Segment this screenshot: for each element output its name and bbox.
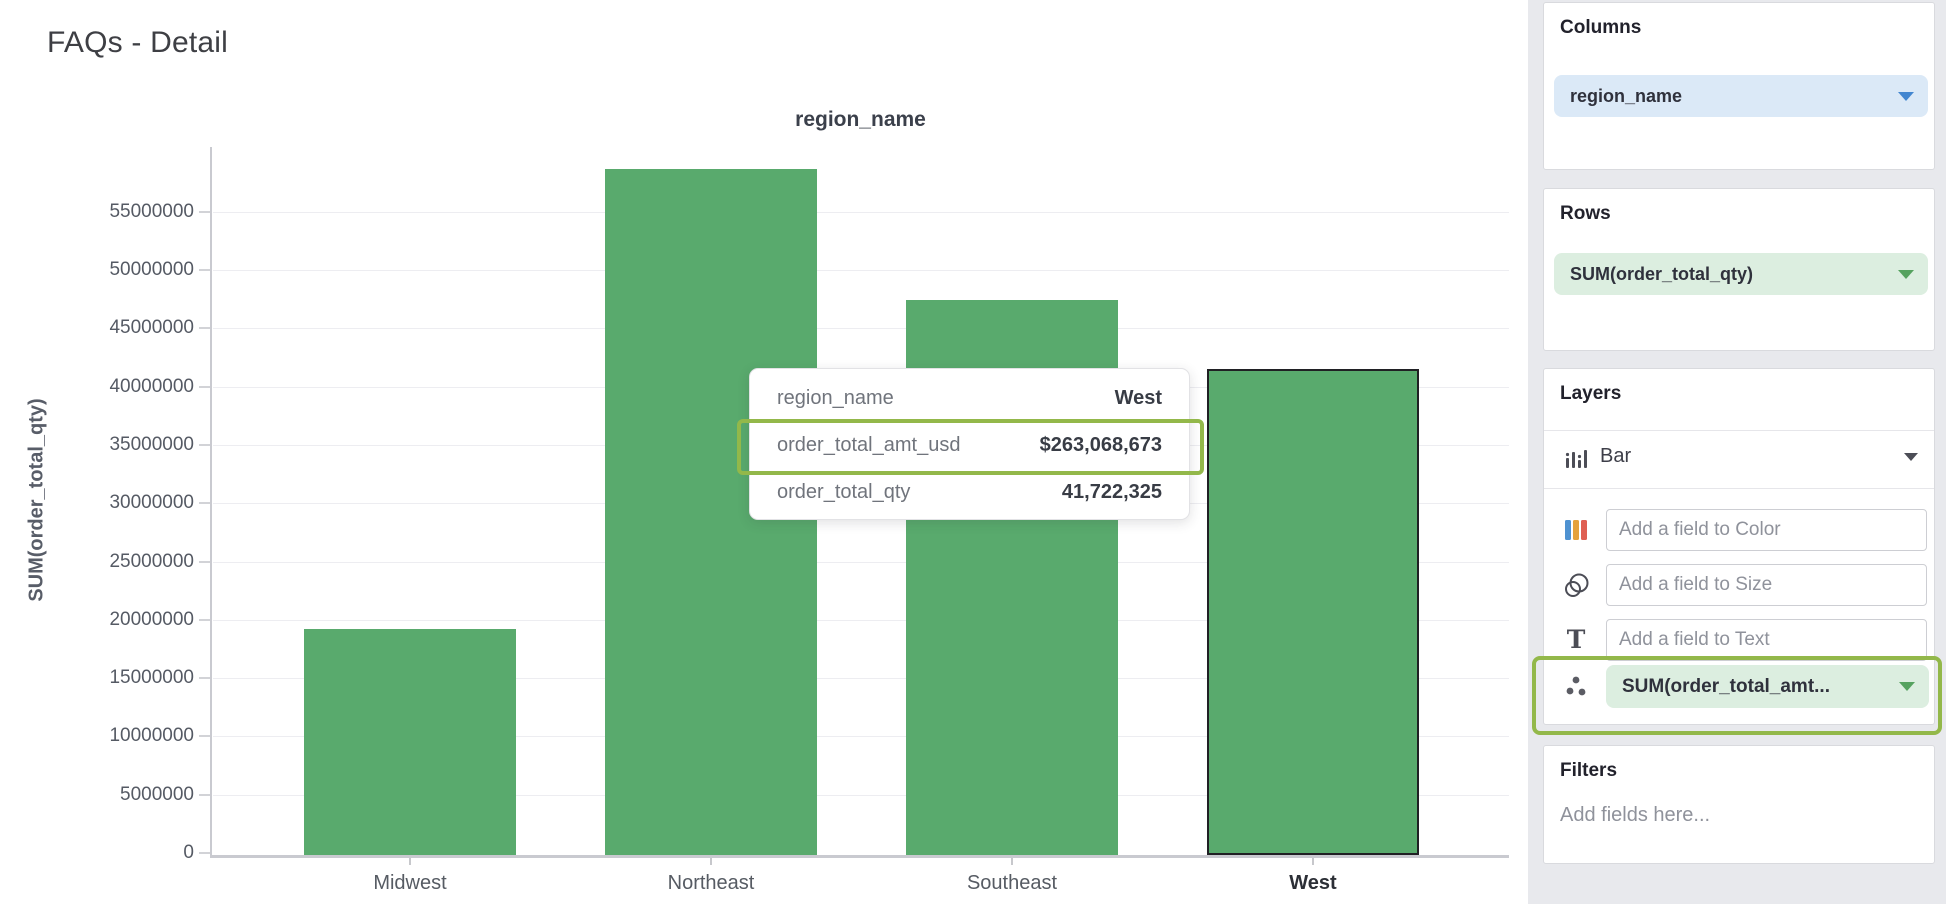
color-field-row [1544, 509, 1934, 551]
bar-west[interactable] [1207, 369, 1419, 855]
rows-section: Rows SUM(order_total_qty) [1543, 188, 1935, 351]
gridline [213, 212, 1509, 213]
layers-section: Layers Bar [1543, 368, 1935, 725]
y-tick-mark [199, 327, 210, 329]
y-tick-mark [199, 269, 210, 271]
layer-type-label: Bar [1600, 445, 1632, 467]
tooltip-value: $263,068,673 [1039, 434, 1162, 456]
chevron-down-icon[interactable] [1898, 269, 1914, 279]
x-tick-mark [409, 858, 411, 865]
filters-section: Filters Add fields here... [1543, 745, 1935, 864]
text-icon: T [1566, 625, 1586, 654]
y-tick-mark [199, 677, 210, 679]
chevron-down-icon[interactable] [1899, 682, 1915, 691]
text-field-row: T [1544, 619, 1934, 661]
color-field-input[interactable] [1606, 509, 1927, 551]
y-tick-label: 30000000 [109, 492, 194, 513]
filters-heading: Filters [1560, 760, 1618, 781]
tooltip-label: order_total_amt_usd [777, 434, 961, 456]
x-tick-mark [710, 858, 712, 865]
rows-field-pill[interactable]: SUM(order_total_qty) [1554, 253, 1928, 295]
y-tick-mark [199, 794, 210, 796]
green-highlight-annotation-tooltip [737, 419, 1204, 475]
y-tick-label: 35000000 [109, 434, 194, 455]
y-tick-mark [199, 561, 210, 563]
gridline [213, 736, 1509, 737]
visualization-config-panel: Columns region_name Rows SUM(order_total… [1528, 0, 1946, 904]
y-tick-label: 10000000 [109, 725, 194, 746]
columns-heading: Columns [1560, 17, 1642, 38]
gridline [213, 270, 1509, 271]
tooltip-row: order_total_qty 41,722,325 [777, 469, 1162, 516]
tooltip-value: 41,722,325 [1061, 481, 1162, 503]
color-bars-icon [1562, 517, 1590, 543]
gridline [213, 795, 1509, 796]
gridline [213, 328, 1509, 329]
y-tick-label: 40000000 [109, 376, 194, 397]
text-field-input[interactable] [1606, 619, 1927, 661]
y-tick-label: 15000000 [109, 667, 194, 688]
y-tick-label: 25000000 [109, 551, 194, 572]
filters-drop-target[interactable]: Add fields here... [1560, 804, 1711, 826]
y-tick-mark [199, 444, 210, 446]
detail-dots-icon [1562, 674, 1590, 700]
x-axis-label-northeast: Northeast [667, 872, 755, 894]
x-axis-label-midwest: Midwest [373, 872, 447, 894]
y-tick-mark [199, 211, 210, 213]
x-axis-line [210, 855, 1509, 858]
y-tick-mark [199, 735, 210, 737]
y-tick-mark [199, 386, 210, 388]
chevron-down-icon[interactable] [1904, 453, 1918, 461]
x-tick-mark [1312, 858, 1314, 865]
gridline [213, 678, 1509, 679]
columns-field-label: region_name [1570, 85, 1683, 106]
green-highlight-annotation-detail-layer [1532, 656, 1942, 735]
bar-midwest[interactable] [304, 629, 516, 855]
chevron-down-icon[interactable] [1898, 91, 1914, 101]
y-tick-mark [199, 502, 210, 504]
tooltip-row: region_name West [777, 375, 1162, 422]
y-axis-title: SUM(order_total_qty) [25, 398, 48, 602]
size-field-row [1544, 564, 1934, 606]
chart-x-dimension-title: region_name [795, 108, 926, 131]
detail-field-pill[interactable]: SUM(order_total_amt... [1606, 665, 1929, 708]
detail-field-label: SUM(order_total_amt... [1622, 675, 1830, 697]
tooltip-label: region_name [777, 387, 894, 409]
y-tick-label: 20000000 [109, 609, 194, 630]
columns-field-pill[interactable]: region_name [1554, 75, 1928, 117]
gridline [213, 562, 1509, 563]
x-tick-mark [1011, 858, 1013, 865]
x-axis-label-southeast: Southeast [966, 872, 1058, 894]
y-axis-line [210, 147, 212, 855]
y-tick-label: 5000000 [120, 784, 194, 805]
divider [1544, 488, 1934, 489]
bar-chart-icon [1562, 446, 1590, 472]
divider [1544, 430, 1934, 431]
y-tick-label: 45000000 [109, 317, 194, 338]
detail-field-row: SUM(order_total_amt... [1544, 665, 1934, 708]
layer-type-dropdown[interactable]: Bar [1544, 430, 1934, 488]
tooltip-value: West [1114, 387, 1162, 409]
rows-field-label: SUM(order_total_qty) [1570, 263, 1754, 284]
tooltip-row-highlighted: order_total_amt_usd $263,068,673 [777, 422, 1162, 469]
gridline [213, 620, 1509, 621]
page-title: FAQs - Detail [47, 26, 228, 59]
y-tick-label: 50000000 [109, 259, 194, 280]
y-tick-mark [199, 619, 210, 621]
size-circles-icon [1562, 572, 1590, 600]
y-tick-mark [199, 852, 210, 854]
columns-section: Columns region_name [1543, 2, 1935, 170]
y-tick-label: 0 [183, 842, 194, 863]
x-axis-label-west: West [1289, 872, 1337, 894]
size-field-input[interactable] [1606, 564, 1927, 606]
layers-heading: Layers [1560, 383, 1622, 404]
y-tick-label: 55000000 [109, 201, 194, 222]
tooltip-label: order_total_qty [777, 481, 911, 503]
rows-heading: Rows [1560, 203, 1611, 224]
chart-tooltip: region_name West order_total_amt_usd $26… [749, 368, 1190, 520]
